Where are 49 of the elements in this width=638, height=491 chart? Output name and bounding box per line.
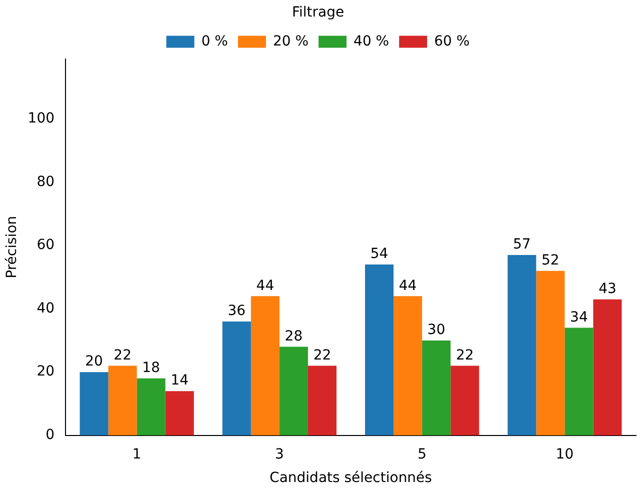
bar	[308, 366, 336, 436]
bar	[422, 340, 451, 436]
data-label: 28	[284, 328, 303, 344]
data-label: 52	[542, 252, 560, 268]
x-axis-title: Candidats sélectionnés	[270, 470, 432, 486]
data-label: 43	[598, 280, 616, 297]
data-label: 44	[256, 278, 274, 294]
data-label: 44	[398, 278, 417, 294]
data-label: 22	[456, 347, 474, 364]
x-tick-label: 3	[274, 446, 284, 462]
data-label: 22	[313, 347, 332, 364]
bar	[222, 321, 251, 436]
y-tick-label: 20	[36, 364, 55, 380]
data-label: 20	[85, 354, 103, 370]
legend-title: Filtrage	[292, 4, 344, 21]
bar	[564, 328, 594, 436]
bar	[80, 372, 108, 436]
bar	[394, 296, 422, 436]
y-tick-label: 100	[28, 110, 55, 127]
x-tick-label: 10	[556, 446, 574, 462]
data-label: 34	[570, 309, 588, 326]
y-tick-label: 80	[36, 174, 55, 190]
legend-label: 40 %	[354, 33, 390, 50]
bar	[108, 366, 137, 436]
legend-label: 20 %	[272, 33, 309, 50]
data-label: 14	[170, 372, 189, 389]
bar	[450, 366, 480, 436]
bar	[593, 299, 622, 436]
bar	[536, 270, 565, 436]
bar	[365, 264, 394, 436]
bar	[165, 391, 194, 436]
data-label: 18	[142, 360, 160, 376]
data-label: 54	[370, 246, 388, 262]
y-tick-label: 0	[46, 427, 55, 444]
y-tick-label: 40	[36, 300, 55, 316]
data-label: 30	[427, 322, 446, 338]
data-label: 22	[114, 347, 132, 364]
x-tick-label: 1	[132, 446, 142, 462]
legend-label: 0 %	[201, 33, 228, 50]
data-label: 36	[228, 303, 246, 320]
data-label: 57	[512, 236, 531, 253]
bar	[250, 296, 280, 436]
x-tick-label: 5	[418, 446, 427, 462]
y-tick-label: 60	[36, 237, 55, 254]
bar	[136, 378, 166, 436]
bar	[279, 346, 308, 436]
bar	[508, 255, 536, 436]
y-axis-title: Précision	[4, 216, 20, 278]
legend-label: 60 %	[434, 33, 470, 50]
